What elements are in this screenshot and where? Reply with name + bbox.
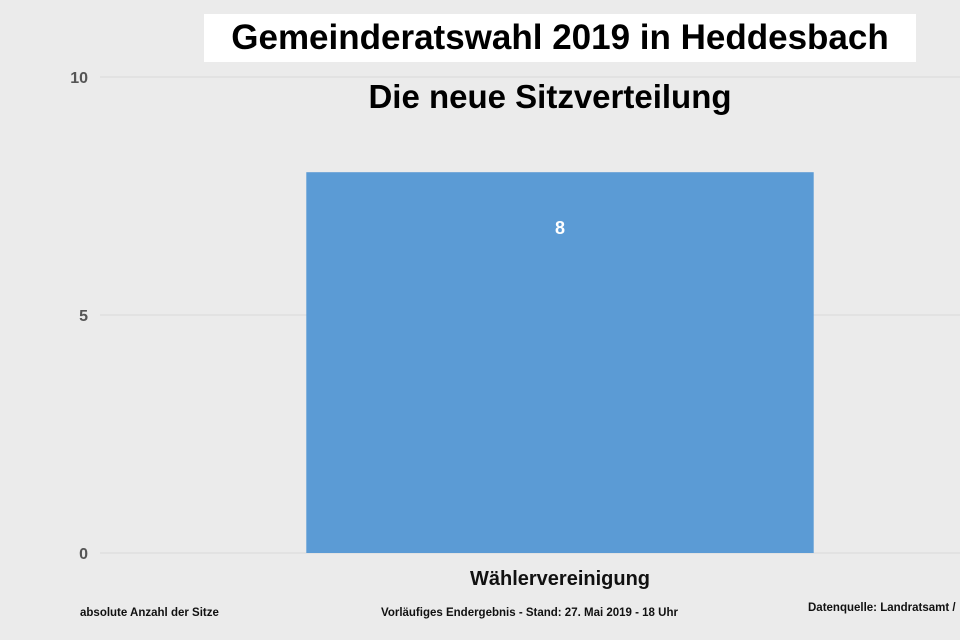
bar [306,172,814,553]
bar-data-label: 8 [555,218,565,238]
y-tick-label: 10 [70,70,88,87]
y-tick-label: 0 [79,546,88,563]
chart-subtitle: Die neue Sitzverteilung [368,78,732,115]
footer-status-note: Vorläufiges Endergebnis - Stand: 27. Mai… [381,607,678,619]
chart-title: Gemeinderatswahl 2019 in Heddesbach [231,18,889,57]
bar-series: 8 [306,172,814,553]
x-category-label: Wählervereinigung [470,568,650,590]
y-axis-ticks: 0 5 10 [70,70,88,563]
y-tick-label: 5 [79,308,88,325]
chart-title-box: Gemeinderatswahl 2019 in Heddesbach [204,14,916,62]
x-axis-categories: Wählervereinigung [470,568,650,590]
footer-y-unit-note: absolute Anzahl der Sitze [80,607,219,619]
footer-data-source: Datenquelle: Landratsamt / [808,602,956,614]
